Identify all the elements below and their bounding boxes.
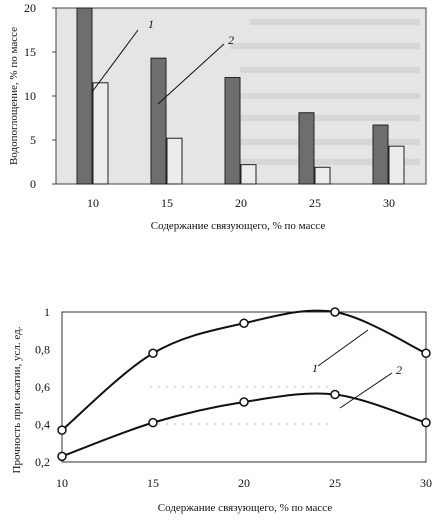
bar-series-2-10 — [92, 82, 109, 185]
water-absorption-bar-chart: 0 5 10 15 20 10 15 20 25 30 1 2 Водопоглощение, … — [8, 1, 427, 232]
line-series-2-marker — [330, 389, 340, 400]
line-x-tick-label: 30 — [420, 476, 432, 490]
compressive-strength-line-chart: 0,2 0,4 0,6 0,8 1 10 15 20 25 30 1 2 Прочность п… — [11, 305, 432, 514]
line-series-2-marker — [57, 451, 67, 462]
bar-y-tick-label: 5 — [30, 133, 36, 147]
line-y-tick-label: 0,2 — [35, 455, 50, 469]
line-y-axis-title: Прочность при сжатии, усл. ед. — [11, 326, 23, 473]
bar-y-tick-label: 10 — [24, 89, 36, 103]
line-chart-gridlines — [150, 386, 330, 425]
bar-series-2-label: 2 — [228, 33, 234, 47]
line-y-tick-label: 0,6 — [35, 380, 50, 394]
line-series-2-marker — [148, 417, 158, 428]
series-2-leader-line — [157, 43, 225, 105]
line-series-2-leader-line — [339, 372, 393, 409]
line-series-1-label: 1 — [312, 361, 318, 375]
bar-series-2-20 — [240, 164, 257, 185]
line-y-tick-label: 1 — [44, 305, 50, 319]
bar-x-tick-label: 15 — [161, 196, 173, 210]
bar-x-tick-label: 30 — [383, 196, 395, 210]
line-y-tick-label: 0,8 — [35, 343, 50, 357]
line-y-tick-label: 0,4 — [35, 418, 50, 432]
line-chart-plot-area — [61, 311, 427, 463]
series-1-leader-line — [91, 29, 139, 93]
line-x-tick-label: 20 — [238, 476, 250, 490]
bar-y-tick-label: 20 — [24, 1, 36, 15]
bar-y-tick-label: 15 — [24, 45, 36, 59]
line-x-tick-label: 15 — [147, 476, 159, 490]
line-series-1-marker — [239, 318, 249, 328]
line-x-tick-label: 10 — [56, 476, 68, 490]
line-series-1-marker — [330, 307, 340, 317]
line-series-2-marker — [421, 417, 431, 428]
line-series-1-leader-line — [317, 329, 369, 367]
bar-series-2-15 — [166, 137, 183, 185]
bar-x-tick-label: 25 — [309, 196, 321, 210]
bar-y-tick-label: 0 — [30, 177, 36, 191]
bar-series-1-20 — [224, 77, 241, 185]
bar-x-tick-label: 10 — [87, 196, 99, 210]
bar-y-axis-title: Водопоглощение, % по массе — [8, 27, 20, 165]
line-series-2-marker — [239, 397, 249, 407]
bar-series-2-30 — [388, 145, 405, 185]
line-x-tick-label: 25 — [329, 476, 341, 490]
line-series-1-marker — [421, 348, 431, 358]
bar-series-1-30 — [372, 124, 389, 185]
bar-series-2-25 — [314, 166, 331, 185]
line-series-2-label: 2 — [396, 363, 402, 377]
bar-series-1-label: 1 — [148, 17, 154, 31]
line-series-1-marker — [148, 348, 158, 358]
line-series-1-marker — [57, 425, 67, 435]
bar-series-1-25 — [298, 112, 315, 185]
bar-x-axis-title: Содержание связующего, % по массе — [151, 220, 326, 232]
bar-series-1-10 — [76, 7, 93, 185]
bar-x-tick-label: 20 — [235, 196, 247, 210]
line-x-axis-title: Содержание связующего, % по массе — [158, 502, 333, 514]
bar-series-1-15 — [150, 57, 167, 185]
